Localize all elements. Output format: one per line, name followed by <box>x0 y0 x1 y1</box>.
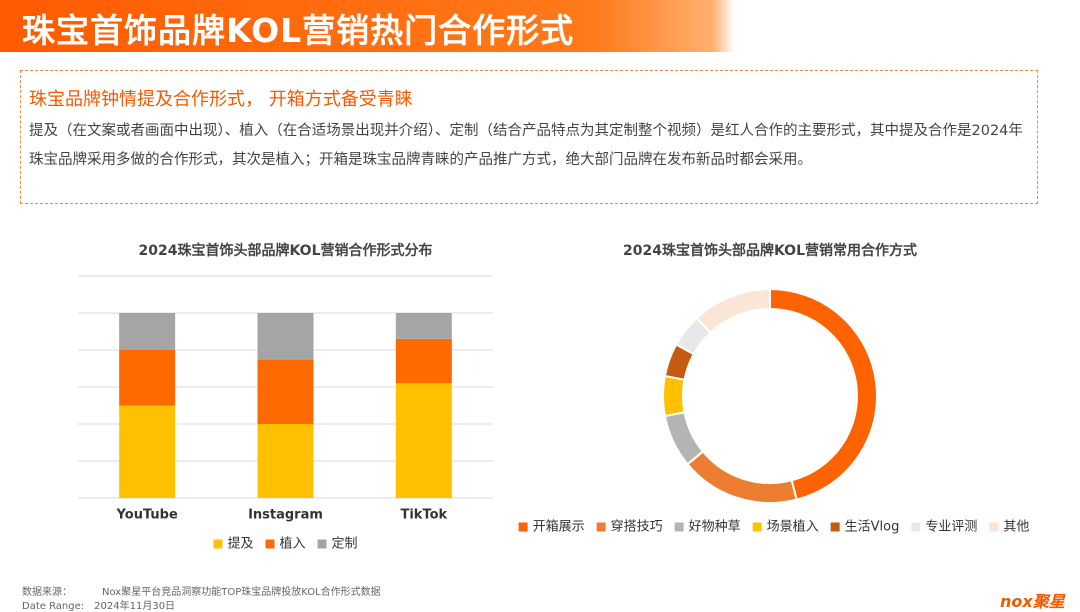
legend-label: 穿搭技巧 <box>611 519 663 535</box>
page-title: 珠宝首饰品牌KOL营销热门合作形式 <box>22 11 575 50</box>
summary-heading: 珠宝品牌钟情提及合作形式， 开箱方式备受青睐 <box>29 89 413 110</box>
footer-date: Date Range: 2024年11月30日 <box>22 597 175 612</box>
chart-title: 2024珠宝首饰头部品牌KOL营销常用合作方式 <box>623 242 917 259</box>
legend-label: 开箱展示 <box>533 519 585 535</box>
bar-segment <box>119 405 176 498</box>
header-band: 珠宝首饰品牌KOL营销热门合作形式 <box>0 0 1080 52</box>
source-label: 数据来源： <box>22 587 72 598</box>
legend-swatch <box>596 522 606 532</box>
chart-title: 2024珠宝首饰头部品牌KOL营销合作形式分布 <box>138 242 432 259</box>
summary-body: 提及（在文案或者画面中出现）、植入（在合适场景出现并介绍）、定制（结合产品特点为… <box>29 123 1023 168</box>
legend-swatch <box>518 522 528 532</box>
bar-segment <box>395 313 452 339</box>
legend-swatch <box>830 522 840 532</box>
legend-swatch <box>911 522 921 532</box>
legend-swatch <box>213 539 223 549</box>
bar-segment <box>395 383 452 498</box>
bar-segment <box>395 338 452 384</box>
legend-label: 提及 <box>227 536 253 552</box>
bar-segment <box>257 424 314 498</box>
legend-label: 植入 <box>279 537 305 552</box>
legend-swatch <box>317 539 327 549</box>
legend-label: 定制 <box>332 537 358 552</box>
date-label: Date Range: <box>22 601 85 612</box>
donut-segment <box>686 450 798 504</box>
footer-source: 数据来源： Nox聚星平台竞品洞察功能TOP珠宝品牌投放KOL合作形式数据 <box>22 583 381 598</box>
source: Nox聚星平台竞品洞察功能TOP珠宝品牌投放KOL合作形式数据 <box>102 587 381 598</box>
x-tick-label: TikTok <box>400 508 447 523</box>
legend-label: 好物种草 <box>689 520 741 535</box>
x-tick-label: YouTube <box>116 508 178 523</box>
legend-swatch <box>989 522 999 532</box>
legend-label: 生活Vlog <box>845 520 900 535</box>
logo: nox聚星 <box>1000 592 1065 611</box>
legend-swatch <box>674 522 684 532</box>
donut-segment <box>662 374 686 418</box>
legend-label: 专业评测 <box>925 520 977 535</box>
bar-segment <box>257 313 314 360</box>
legend-swatch <box>752 522 762 532</box>
legend-label: 场景植入 <box>767 520 819 535</box>
bar-segment <box>119 350 176 406</box>
x-tick-label: Instagram <box>248 508 323 523</box>
donut-segment <box>769 287 878 501</box>
date: 2024年11月30日 <box>94 601 176 612</box>
legend-label: 其他 <box>1003 520 1029 535</box>
summary-box: 珠宝品牌钟情提及合作形式， 开箱方式备受青睐 提及（在文案或者画面中出现）、植入… <box>20 70 1038 204</box>
bar-segment <box>257 359 314 424</box>
bar-segment <box>119 313 176 350</box>
donut-segment <box>663 411 705 466</box>
legend-swatch <box>265 539 275 549</box>
donut-segment <box>695 287 771 334</box>
